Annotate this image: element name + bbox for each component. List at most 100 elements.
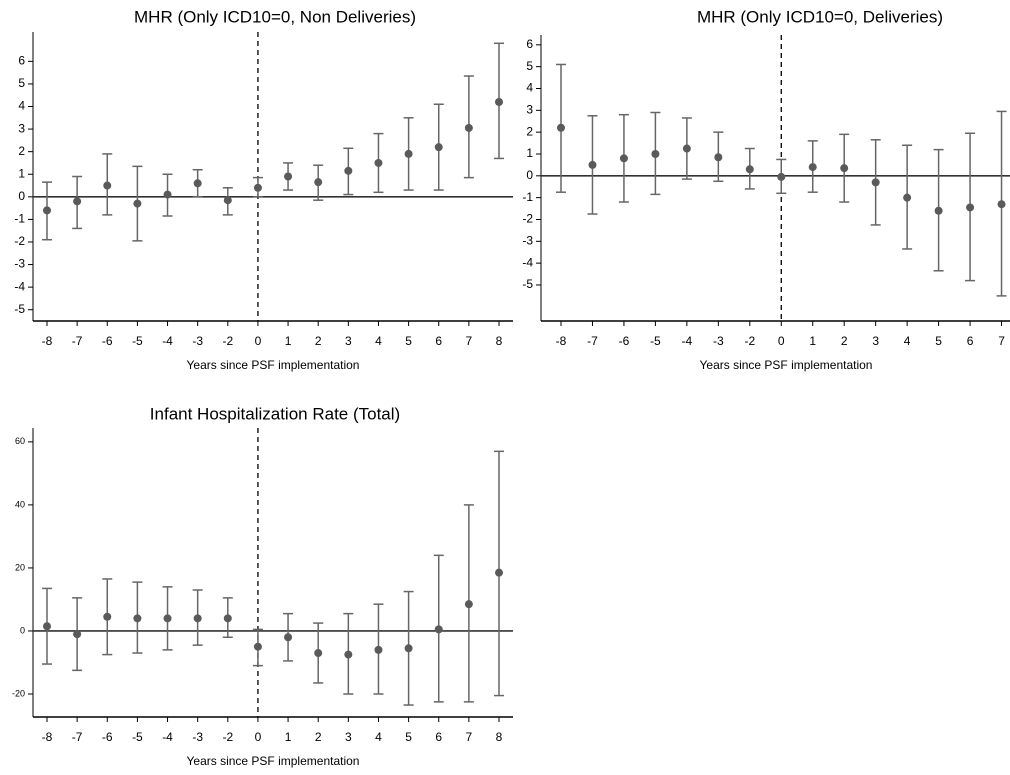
y-tick-label: 1 <box>526 146 533 160</box>
y-tick-label: 3 <box>18 121 25 135</box>
chart-title: Infant Hospitalization Rate (Total) <box>150 404 400 423</box>
x-tick-label: -4 <box>682 334 693 348</box>
point <box>223 196 232 205</box>
x-tick-label: 5 <box>405 334 412 348</box>
x-tick-label: -2 <box>744 334 755 348</box>
point <box>43 206 51 215</box>
point <box>103 612 112 621</box>
x-tick-label: 4 <box>375 334 382 348</box>
y-tick-label: -5 <box>522 277 533 291</box>
y-tick-label: 6 <box>18 54 25 68</box>
point <box>903 193 912 202</box>
x-tick-label: -5 <box>132 334 143 348</box>
x-tick-label: -6 <box>102 730 113 744</box>
x-tick-label: -3 <box>192 334 203 348</box>
point <box>404 644 413 653</box>
x-axis-label: Years since PSF implementation <box>187 754 360 768</box>
subplot: MHR (Only ICD10=0, Non Deliveries) -5 -4 -3… <box>14 7 513 372</box>
y-tick-label: 20 <box>15 562 25 572</box>
x-tick-label: -4 <box>162 730 173 744</box>
subplot: MHR (Only ICD10=0, Deliveries) -5 -4 -3 -2 -1… <box>522 7 1010 372</box>
y-tick-label: -5 <box>14 302 25 316</box>
y-tick-label: 40 <box>15 499 25 509</box>
point <box>714 153 723 162</box>
point <box>223 614 232 623</box>
y-tick-label: 5 <box>526 59 533 73</box>
x-tick-label: 2 <box>315 730 322 744</box>
x-tick-label: 3 <box>872 334 879 348</box>
point <box>434 625 443 634</box>
y-tick-label: -1 <box>522 190 533 204</box>
x-tick-label: 1 <box>809 334 816 348</box>
x-tick-label: 7 <box>466 334 473 348</box>
x-tick-label: -2 <box>222 730 233 744</box>
point <box>495 568 503 577</box>
point <box>344 166 353 175</box>
x-tick-label: 0 <box>255 334 262 348</box>
point <box>745 165 754 174</box>
y-tick-label: -3 <box>522 233 533 247</box>
x-tick-label: -3 <box>713 334 724 348</box>
x-axis-label: Years since PSF implementation <box>187 358 360 372</box>
point <box>133 199 142 208</box>
point <box>997 200 1006 209</box>
x-tick-label: -5 <box>650 334 661 348</box>
x-tick-label: 8 <box>496 334 503 348</box>
x-tick-label: 5 <box>935 334 942 348</box>
y-tick-label: 0 <box>18 189 25 203</box>
point <box>133 614 142 623</box>
y-tick-label: 2 <box>526 124 533 138</box>
x-tick-label: -8 <box>42 730 53 744</box>
point <box>163 190 172 199</box>
y-tick-label: 5 <box>18 76 25 90</box>
point <box>619 154 628 163</box>
y-tick-label: -2 <box>14 234 25 248</box>
x-tick-label: 4 <box>375 730 382 744</box>
point <box>840 164 849 173</box>
x-tick-label: 0 <box>778 334 785 348</box>
point <box>103 181 112 190</box>
chart-title: MHR (Only ICD10=0, Deliveries) <box>697 7 943 26</box>
x-tick-label: -7 <box>587 334 598 348</box>
point <box>253 183 262 192</box>
point <box>682 144 691 153</box>
point <box>777 172 786 181</box>
y-tick-label: 6 <box>526 37 533 51</box>
y-tick-label: -20 <box>12 688 25 698</box>
x-tick-label: -6 <box>102 334 113 348</box>
y-tick-label: -2 <box>522 212 533 226</box>
point <box>314 178 323 187</box>
point <box>314 649 323 658</box>
subplot: Infant Hospitalization Rate (Total) -20 0 2… <box>12 404 513 768</box>
point <box>557 123 565 132</box>
x-tick-label: 2 <box>315 334 322 348</box>
x-tick-label: 3 <box>345 730 352 744</box>
x-tick-label: 1 <box>285 730 292 744</box>
x-tick-label: 0 <box>255 730 262 744</box>
point <box>651 149 660 158</box>
point <box>871 178 880 187</box>
y-tick-label: 60 <box>15 436 25 446</box>
point <box>284 172 293 181</box>
x-tick-label: 8 <box>496 730 503 744</box>
x-tick-label: 6 <box>435 334 442 348</box>
x-tick-label: -3 <box>192 730 203 744</box>
x-tick-label: -8 <box>42 334 53 348</box>
x-tick-label: 2 <box>841 334 848 348</box>
y-tick-label: -3 <box>14 257 25 271</box>
point <box>966 203 975 212</box>
point <box>344 650 353 659</box>
y-tick-label: -4 <box>14 279 25 293</box>
point <box>808 163 817 172</box>
x-tick-label: 4 <box>904 334 911 348</box>
x-tick-label: -7 <box>72 334 83 348</box>
point <box>588 160 597 169</box>
point <box>495 97 503 106</box>
point <box>434 143 443 152</box>
y-tick-label: 0 <box>526 168 533 182</box>
y-tick-label: 4 <box>18 99 25 113</box>
x-tick-label: -2 <box>222 334 233 348</box>
y-tick-label: -1 <box>14 212 25 226</box>
y-tick-label: 4 <box>526 81 533 95</box>
point <box>163 614 172 623</box>
